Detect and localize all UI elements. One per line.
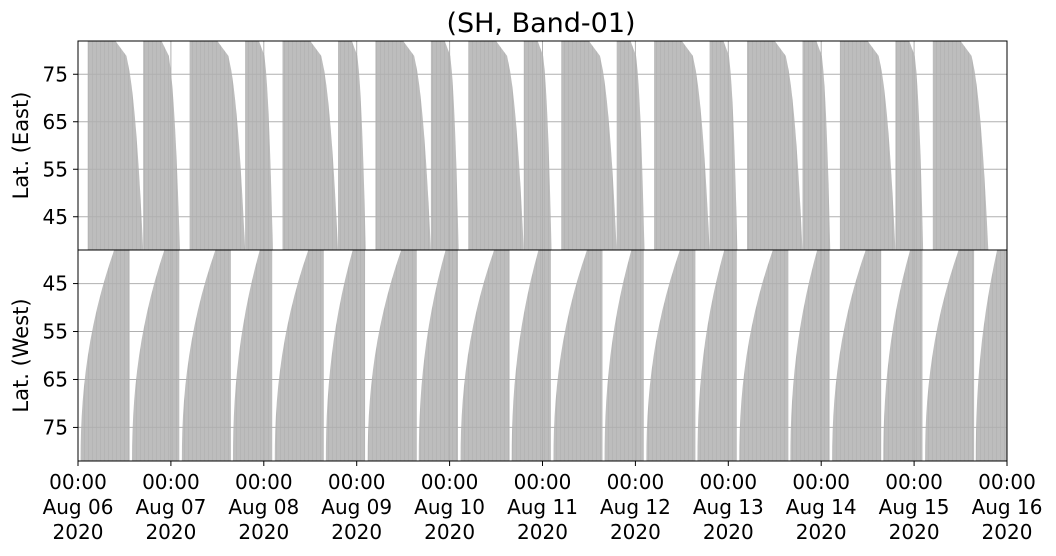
x-tick-label: 2020: [331, 520, 382, 544]
coverage-area: [747, 41, 803, 250]
coverage-area: [430, 41, 459, 250]
coverage-area: [974, 250, 1007, 461]
coverage-area: [245, 41, 273, 250]
panel-east: 45 55 65 75 Lat. (East): [9, 40, 1008, 251]
coverage-area: [839, 41, 896, 250]
x-tick-label: Aug 16: [972, 495, 1043, 519]
coverage-area: [602, 250, 644, 461]
coverage-area: [932, 41, 989, 250]
x-tick-label: Aug 08: [228, 495, 299, 519]
coverage-area: [272, 250, 324, 461]
coverage-area: [87, 41, 144, 250]
panel-west: 45 55 65 75 Lat. (West): [9, 249, 1008, 462]
x-tick-label: 2020: [610, 520, 661, 544]
x-tick-label: 2020: [145, 520, 196, 544]
coverage-area: [616, 41, 645, 250]
coverage-area: [230, 250, 273, 461]
x-tick-label: 2020: [53, 520, 104, 544]
coverage-area: [829, 250, 882, 461]
x-tick-label: 00:00: [142, 470, 200, 494]
x-tick-label: 2020: [238, 520, 289, 544]
coverage-area: [523, 41, 552, 250]
coverage-area: [365, 250, 417, 461]
coverage-area: [337, 41, 366, 250]
coverage-area: [709, 41, 738, 250]
x-tick-label: 00:00: [885, 470, 943, 494]
coverage-area: [643, 250, 696, 461]
y-tick-label: 55: [43, 157, 68, 181]
coverage-area: [736, 250, 789, 461]
x-tick-label: 00:00: [235, 470, 293, 494]
x-tick-label: 00:00: [699, 470, 757, 494]
x-tick-label: 00:00: [607, 470, 665, 494]
coverage-area: [695, 250, 737, 461]
coverage-area: [802, 41, 831, 250]
coverage-area: [788, 250, 830, 461]
coverage-area: [282, 41, 338, 250]
y-tick-label: 65: [43, 367, 68, 391]
x-tick-label: Aug 12: [600, 495, 671, 519]
x-tick-label: Aug 14: [786, 495, 857, 519]
x-tick-label: 2020: [796, 520, 847, 544]
y-tick-label: 75: [43, 62, 68, 86]
x-tick-label: 00:00: [978, 470, 1036, 494]
coverage-area: [375, 41, 431, 250]
x-tick-label: 00:00: [49, 470, 107, 494]
x-tick-label: Aug 10: [414, 495, 485, 519]
x-tick-label: 2020: [703, 520, 754, 544]
x-tick-label: 2020: [424, 520, 475, 544]
x-tick-label: 2020: [889, 520, 940, 544]
coverage-west: [78, 250, 1007, 461]
coverage-area: [78, 250, 130, 461]
coverage-area: [509, 250, 551, 461]
x-tick-label: Aug 09: [321, 495, 392, 519]
x-tick-label: Aug 07: [135, 495, 206, 519]
coverage-area: [895, 41, 924, 250]
x-tick-label: Aug 15: [879, 495, 950, 519]
x-tick-label: 2020: [517, 520, 568, 544]
coverage-area: [143, 41, 180, 250]
coverage-area: [189, 41, 246, 250]
coverage-area: [416, 250, 458, 461]
y-axis-label: Lat. (West): [9, 298, 33, 412]
x-tick-label: 2020: [982, 520, 1033, 544]
y-tick-label: 45: [43, 272, 68, 296]
x-tick-label: 00:00: [514, 470, 572, 494]
coverage-area: [468, 41, 524, 250]
x-tick-label: Aug 06: [43, 495, 114, 519]
x-tick-label: 00:00: [792, 470, 850, 494]
coverage-area: [654, 41, 710, 250]
x-tick-label: Aug 11: [507, 495, 578, 519]
coverage-area: [323, 250, 366, 461]
coverage-east: [87, 41, 989, 250]
coverage-area: [129, 250, 180, 461]
coverage-area: [922, 250, 975, 461]
x-tick-label: 00:00: [328, 470, 386, 494]
plot-panels: 45 55 65 75 Lat. (East) 45 55 65 75 Lat. (West): [9, 40, 1008, 462]
y-tick-label: 75: [43, 415, 68, 439]
x-tick-label: 00:00: [421, 470, 479, 494]
y-tick-label: 65: [43, 110, 68, 134]
y-tick-label: 45: [43, 205, 68, 229]
x-tick-label: Aug 13: [693, 495, 764, 519]
coverage-area: [881, 250, 923, 461]
coverage-area: [561, 41, 617, 250]
grid-west: [77, 250, 1008, 461]
y-tick-label: 55: [43, 320, 68, 344]
chart-title: (SH, Band-01): [446, 8, 635, 39]
coverage-area: [457, 250, 510, 461]
coverage-area: [179, 250, 231, 461]
coverage-area: [550, 250, 603, 461]
y-axis-label: Lat. (East): [9, 92, 33, 200]
